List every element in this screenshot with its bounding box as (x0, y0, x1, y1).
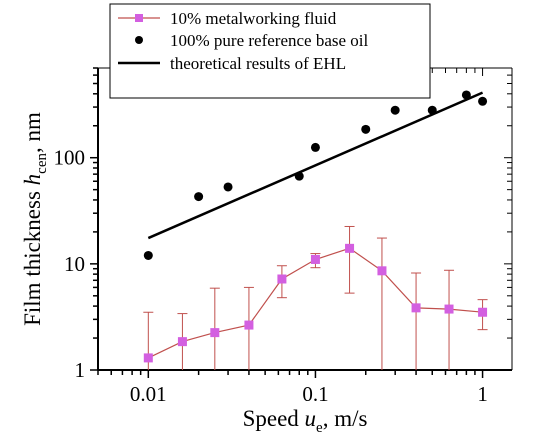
metalworking-data-point (478, 307, 488, 317)
base-oil-data-point (390, 105, 400, 115)
base-oil-data-point (310, 142, 320, 152)
metalworking-data-point (143, 353, 153, 363)
base-oil-data-point (194, 192, 204, 202)
y-axis-title: Film thickness hcen, nm (20, 112, 50, 326)
legend-marker-base-oil (135, 36, 143, 44)
metalworking-data-point (345, 243, 355, 253)
legend: 10% metalworking fluid 100% pure referen… (109, 3, 431, 99)
metalworking-data-point (277, 274, 287, 284)
x-tick-label: 0.01 (130, 382, 167, 406)
plot-area (143, 90, 488, 370)
legend-label-ehl: theoretical results of EHL (170, 54, 346, 73)
y-tick-label: 100 (54, 146, 86, 170)
legend-box (109, 3, 431, 99)
metalworking-data-point (244, 320, 254, 330)
x-tick-label: 0.1 (302, 382, 328, 406)
legend-marker-metalworking (135, 14, 143, 22)
metalworking-data-point (210, 328, 220, 338)
x-axis-title: Speed ue, m/s (243, 406, 368, 436)
metalworking-data-point (310, 254, 320, 264)
legend-label-metalworking: 10% metalworking fluid (170, 9, 337, 28)
ehl-theory-line (147, 91, 484, 240)
base-oil-data-point (361, 124, 371, 134)
y-tick-label: 1 (75, 358, 86, 382)
legend-label-base-oil: 100% pure reference base oil (170, 31, 369, 50)
base-oil-data-point (223, 182, 233, 192)
metalworking-data-point (444, 304, 454, 314)
metalworking-data-point (377, 266, 387, 276)
base-oil-data-point (478, 96, 488, 106)
tick-labels: 0.01 0.1 1 1 10 100 (54, 146, 488, 406)
y-tick-label: 10 (64, 252, 85, 276)
base-oil-data-point (461, 90, 471, 100)
base-oil-data-point (294, 171, 304, 181)
metalworking-data-point (177, 337, 187, 347)
base-oil-data-point (143, 250, 153, 260)
metalworking-data-point (411, 303, 421, 313)
base-oil-data-point (427, 105, 437, 115)
x-tick-label: 1 (477, 382, 488, 406)
